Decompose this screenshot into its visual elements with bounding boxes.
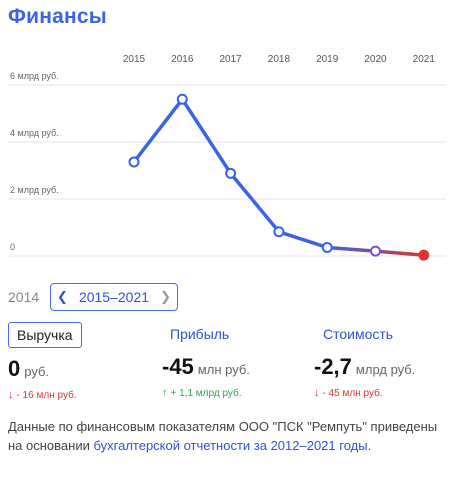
data-point[interactable] (321, 241, 333, 253)
arrow-down-icon: ↓ (8, 389, 14, 401)
year-range-label: 2015–2021 (78, 289, 150, 305)
revenue-delta: - 16 млн руб. (16, 390, 77, 401)
data-point[interactable] (176, 93, 188, 105)
value-unit: млрд руб. (355, 362, 416, 377)
profit-value: -45 (162, 354, 194, 379)
tab-profit[interactable]: Прибыль (170, 326, 230, 342)
arrow-up-icon: ↑ (162, 387, 168, 399)
chevron-left-icon[interactable]: ❮ (57, 289, 68, 304)
accounting-report-link[interactable]: бухгалтерской отчетности за 2012–2021 го… (93, 438, 368, 453)
section-title: Финансы (8, 5, 107, 28)
footer-end: . (367, 438, 372, 453)
value-delta: - 45 млн руб. (322, 388, 383, 399)
data-point[interactable] (370, 245, 381, 257)
data-point[interactable] (273, 226, 285, 238)
year-range-box[interactable]: ❮ 2015–2021 ❯ (50, 283, 178, 311)
revenue-value: 0 (8, 356, 21, 381)
footer-text: Данные по финансовым показателям ООО "ПС… (8, 419, 438, 453)
metric-revenue: Выручка 0 руб. ↓ - 16 млн руб. (8, 322, 82, 401)
year-range-selector: 2014 ❮ 2015–2021 ❯ (8, 282, 178, 312)
x-tick-label: 2019 (316, 54, 339, 65)
profit-unit: млн руб. (197, 362, 250, 377)
data-point[interactable] (128, 156, 140, 168)
profit-delta: + 1,1 млрд руб. (170, 388, 242, 399)
y-tick-label: 6 млрд руб. (10, 71, 59, 81)
arrow-down-icon: ↓ (314, 387, 320, 399)
x-tick-label: 2016 (171, 54, 194, 65)
data-point[interactable] (418, 249, 430, 261)
data-point[interactable] (225, 167, 237, 179)
metric-profit: Прибыль -45 млн руб. ↑ + 1,1 млрд руб. (162, 322, 250, 399)
y-tick-label: 4 млрд руб. (10, 128, 59, 138)
x-tick-label: 2015 (123, 54, 146, 65)
revenue-unit: руб. (24, 364, 50, 379)
value-value: -2,7 (314, 354, 352, 379)
data-source-note: Данные по финансовым показателям ООО "ПС… (8, 417, 438, 455)
x-tick-label: 2021 (413, 54, 436, 65)
chevron-right-icon[interactable]: ❯ (160, 289, 171, 304)
y-tick-label: 0 (10, 242, 15, 252)
finance-line-chart: 6 млрд руб. 4 млрд руб. 2 млрд руб. 0 2015 2… (8, 54, 446, 261)
x-tick-label: 2017 (219, 54, 242, 65)
tab-revenue[interactable]: Выручка (8, 322, 82, 348)
tab-value[interactable]: Стоимость (323, 326, 394, 342)
x-tick-label: 2020 (364, 54, 387, 65)
y-tick-label: 2 млрд руб. (10, 185, 59, 195)
metric-value: Стоимость -2,7 млрд руб. ↓ - 45 млн руб. (314, 322, 415, 399)
x-tick-label: 2018 (268, 54, 291, 65)
previous-year-link[interactable]: 2014 (8, 289, 40, 305)
